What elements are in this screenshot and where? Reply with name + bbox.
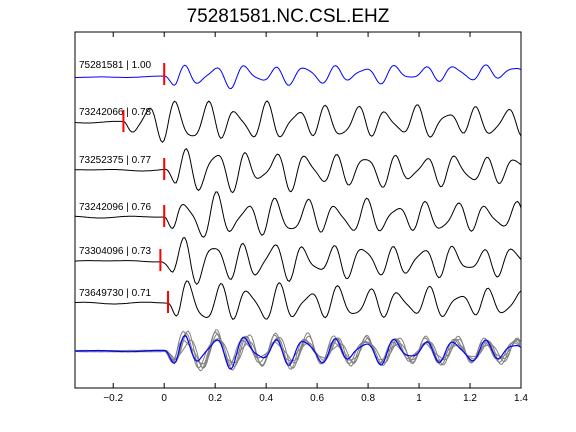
x-tick-label: 1.2: [463, 393, 477, 404]
trace-label: 73649730 | 0.71: [79, 288, 152, 299]
x-tick-label: 0.6: [310, 393, 324, 404]
x-tick-label: −0.2: [103, 393, 123, 404]
waveform-trace: [75, 64, 522, 90]
x-tick-label: 1.4: [514, 393, 528, 404]
waveform-trace: [74, 237, 522, 286]
trace-label: 73304096 | 0.73: [79, 246, 152, 257]
x-tick-label: 0.8: [361, 393, 375, 404]
x-tick-label: 0.2: [208, 393, 222, 404]
stack-reference-trace: [75, 334, 522, 370]
waveform-trace: [74, 100, 522, 144]
waveform-trace: [75, 280, 522, 320]
x-tick-label: 0.4: [259, 393, 273, 404]
chart-title: 75281581.NC.CSL.EHZ: [186, 6, 390, 27]
trace-label: 73252375 | 0.77: [79, 155, 152, 166]
waveform-trace: [74, 191, 522, 238]
x-tick-label: 1: [416, 393, 422, 404]
trace-label: 73242066 | 0.78: [79, 107, 152, 118]
stack-trace: [74, 330, 522, 372]
x-tick-label: 0: [161, 393, 167, 404]
plot-frame: [74, 31, 522, 389]
trace-label: 75281581 | 1.00: [79, 60, 152, 71]
trace-label: 73242096 | 0.76: [79, 202, 152, 213]
waveform-trace: [75, 147, 522, 194]
